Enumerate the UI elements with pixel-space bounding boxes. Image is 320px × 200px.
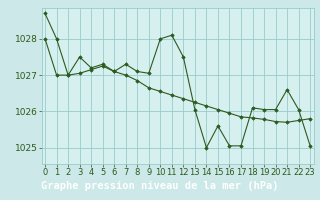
Text: Graphe pression niveau de la mer (hPa): Graphe pression niveau de la mer (hPa) [41,181,279,191]
